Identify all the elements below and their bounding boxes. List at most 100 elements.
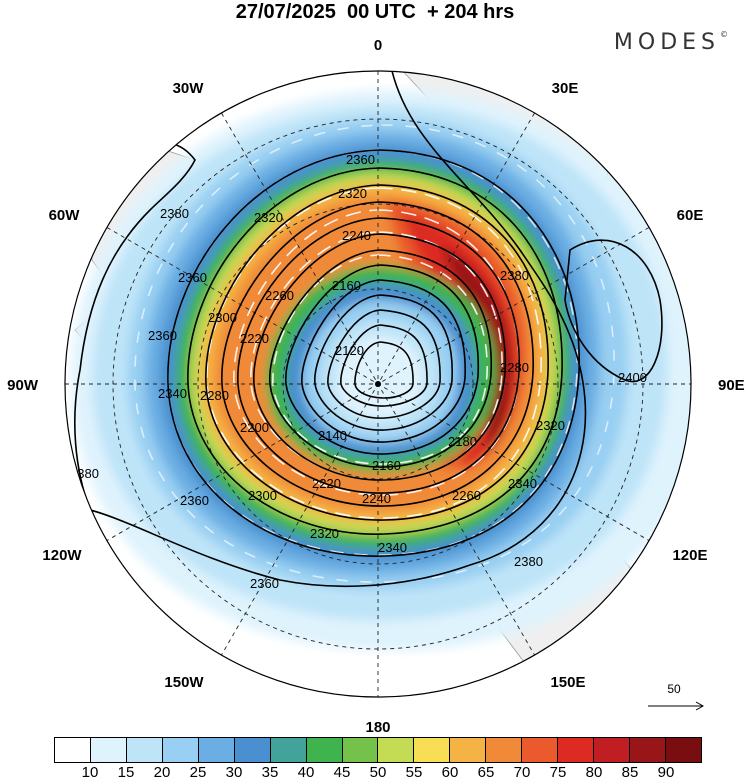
colorbar-swatch bbox=[558, 738, 595, 762]
contour-label: 2300 bbox=[248, 488, 277, 503]
colorbar-swatch bbox=[450, 738, 487, 762]
contour-label: 2280 bbox=[200, 388, 229, 403]
contour-label: 2360 bbox=[148, 328, 177, 343]
shade-inner-10 bbox=[336, 335, 424, 420]
lon-label-se120: 120E bbox=[672, 547, 707, 564]
contour-label: 2200 bbox=[240, 420, 269, 435]
lon-label-nw30: 30W bbox=[173, 80, 205, 97]
contour-label: 2380 bbox=[500, 268, 529, 283]
contour-label: 2220 bbox=[240, 331, 269, 346]
colorbar-tick-label: 10 bbox=[81, 764, 99, 781]
contour-label: 2320 bbox=[254, 210, 283, 225]
colorbar-swatch bbox=[270, 738, 307, 762]
wind-vector-ring-5 bbox=[167, 149, 578, 556]
contour-label: 2140 bbox=[318, 428, 347, 443]
colorbar-tick-label: 80 bbox=[585, 764, 603, 781]
contour-label: 2320 bbox=[536, 418, 565, 433]
colorbar-swatch bbox=[630, 738, 666, 762]
contour-label: 2180 bbox=[448, 434, 477, 449]
colorbar-tick-label: 50 bbox=[369, 764, 387, 781]
lon-label-sw120: 120W bbox=[42, 547, 82, 564]
lon-label-w: 90W bbox=[7, 377, 39, 394]
contour-2160 bbox=[327, 309, 441, 419]
lon-label-ne60: 60E bbox=[677, 207, 704, 224]
height-contours bbox=[74, 71, 663, 588]
contour-label: 2400 bbox=[618, 370, 647, 385]
wind-vector-ring-4 bbox=[272, 254, 488, 465]
contour-label: 2360 bbox=[346, 152, 375, 167]
colorbar-swatch bbox=[414, 738, 451, 762]
wind-vector-ring-1 bbox=[206, 187, 542, 519]
map-disk: 2120 2140 2160 2160 2180 2200 2220 2220 … bbox=[65, 71, 691, 697]
lon-label-sw150: 150W bbox=[164, 674, 204, 691]
contour-label: 2320 bbox=[310, 526, 339, 541]
shade-85 bbox=[440, 245, 513, 450]
contour-label: 2220 bbox=[312, 476, 341, 491]
brand-logo: MODES© bbox=[614, 30, 728, 55]
colorbar-swatch bbox=[234, 738, 271, 762]
colorbar-swatch bbox=[522, 738, 559, 762]
contour-label: 2300 bbox=[208, 310, 237, 325]
contour-2260 bbox=[253, 233, 506, 481]
contour-label: 2360 bbox=[178, 270, 207, 285]
lon-label-se150: 150E bbox=[550, 674, 585, 691]
map-title: 27/07/2025 00 UTC + 204 hrs bbox=[235, 1, 515, 23]
parallel-3 bbox=[112, 118, 644, 650]
lon-label-s: 180 bbox=[365, 719, 390, 736]
colorbar-tick-label: 55 bbox=[405, 764, 423, 781]
map-border bbox=[64, 70, 692, 698]
contour-2280 bbox=[237, 217, 520, 494]
colorbar-swatch bbox=[486, 738, 523, 762]
colorbar-labels: 10 15 20 25 30 35 40 45 50 55 60 65 70 75 80 85 90 bbox=[54, 764, 702, 782]
colorbar-tick-label: 40 bbox=[297, 764, 315, 781]
colorbar bbox=[54, 737, 702, 763]
contour-label: 2380 bbox=[160, 206, 189, 221]
contour-2140 bbox=[340, 324, 428, 407]
colorbar-tick-label: 20 bbox=[153, 764, 171, 781]
contour-2300 bbox=[221, 201, 534, 507]
contour-2220 bbox=[285, 264, 479, 455]
colorbar-tick-label: 35 bbox=[261, 764, 279, 781]
contour-label: 2380 bbox=[514, 554, 543, 569]
colorbar-swatch bbox=[306, 738, 343, 762]
colorbar-tick-label: 90 bbox=[657, 764, 675, 781]
contour-label: 2160 bbox=[372, 458, 401, 473]
lon-label-ne30: 30E bbox=[552, 80, 579, 97]
contour-label: 2340 bbox=[508, 476, 537, 491]
contour-label-layer: 2120 2140 2160 2160 2180 2200 2220 2220 … bbox=[70, 152, 647, 591]
contour-label: 2360 bbox=[250, 576, 279, 591]
contour-2360 bbox=[167, 149, 580, 557]
colorbar-tick-label: 65 bbox=[477, 764, 495, 781]
lon-label-e: 90E bbox=[718, 377, 745, 394]
contour-2240 bbox=[269, 249, 492, 468]
colorbar-swatch bbox=[90, 738, 127, 762]
colorbar-swatch bbox=[378, 738, 415, 762]
lon-label-n: 0 bbox=[374, 37, 382, 54]
reference-arrow-head bbox=[695, 701, 705, 711]
reference-vector-label: 50 bbox=[667, 682, 681, 696]
colorbar-swatch bbox=[198, 738, 235, 762]
lon-label-nw60: 60W bbox=[49, 207, 81, 224]
colorbar-swatch bbox=[665, 738, 701, 762]
brand-name: MODES bbox=[613, 30, 720, 55]
contour-2340 bbox=[187, 167, 563, 535]
colorbar-tick-label: 70 bbox=[513, 764, 531, 781]
colorbar-swatch bbox=[55, 738, 91, 762]
contour-label: 2380 bbox=[70, 466, 99, 481]
contour-label: 2320 bbox=[338, 186, 367, 201]
contour-2180 bbox=[314, 294, 453, 431]
contour-label: 2260 bbox=[452, 488, 481, 503]
colorbar-swatch bbox=[342, 738, 379, 762]
colorbar-tick-label: 15 bbox=[117, 764, 135, 781]
wind-speed-shading bbox=[71, 89, 691, 651]
contour-2320 bbox=[205, 184, 549, 521]
colorbar-tick-label: 60 bbox=[441, 764, 459, 781]
wind-vector-ring-6 bbox=[134, 124, 615, 583]
contour-2400 bbox=[564, 239, 663, 383]
contour-label: 2280 bbox=[500, 360, 529, 375]
contour-label: 2360 bbox=[180, 493, 209, 508]
contour-label: 2160 bbox=[332, 278, 361, 293]
contour-2200 bbox=[301, 279, 466, 443]
parallel-2 bbox=[197, 203, 559, 565]
